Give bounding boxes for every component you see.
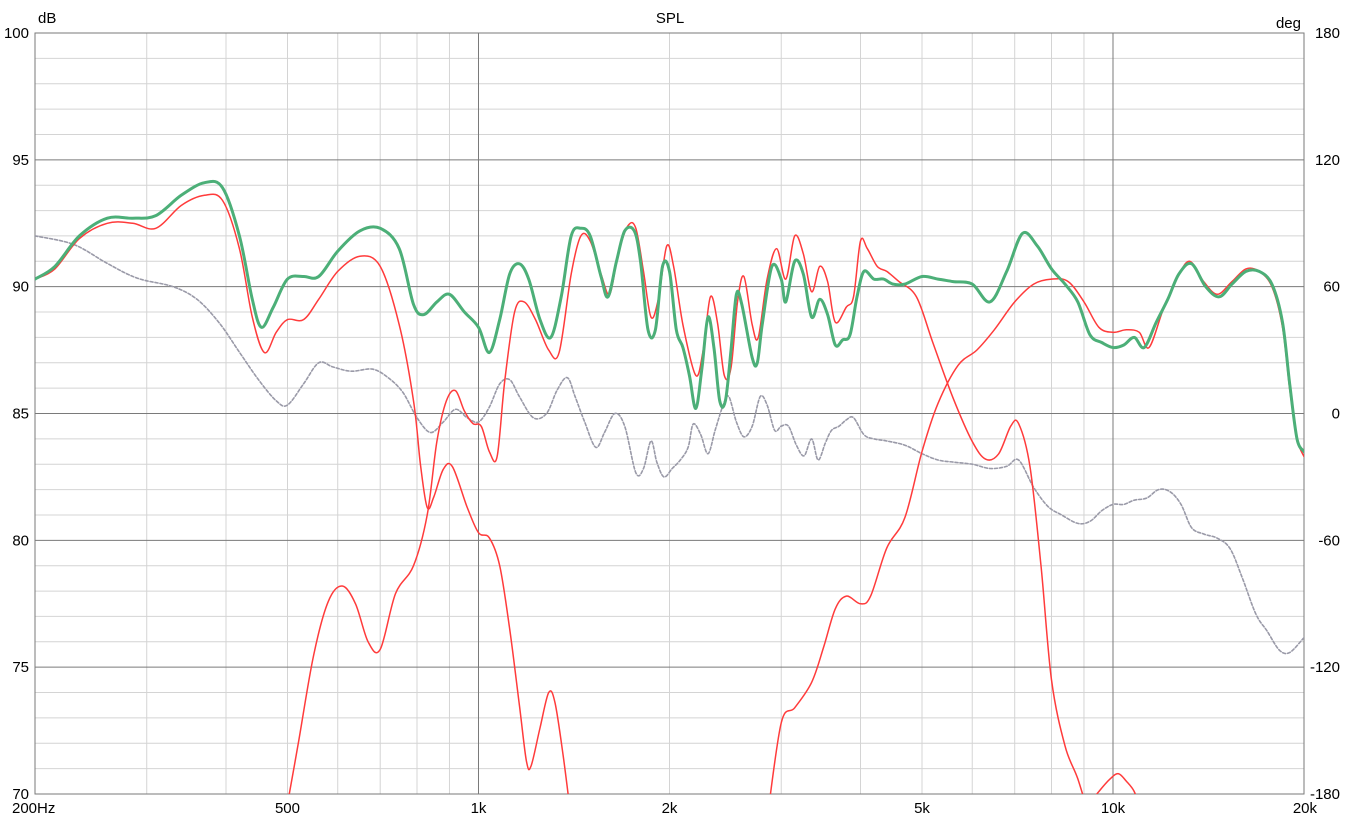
x-tick-label: 500 [275,800,300,817]
y-left-tick-label: 90 [12,279,29,296]
x-tick-label: 1k [471,800,487,817]
plot-grid [35,32,1304,795]
x-tick-label: 5k [914,800,930,817]
y-left-tick-label: 80 [12,532,29,549]
series-line-phase [35,235,1304,655]
series-line-total [35,179,1304,454]
y-right-tick-label: -180 [1310,786,1340,803]
y-right-tick-label: -60 [1318,532,1340,549]
x-tick-label: 2k [662,800,678,817]
plot-series [35,179,1304,794]
tick-labels: 200Hz 500 1k 2k 5k 10k 20k 70 75 80 85 90 95 100 -180 -… [4,25,1340,817]
series-line-driver-3 [769,260,1304,794]
x-tick-label: 200Hz [12,800,55,817]
x-tick-label: 20k [1293,800,1318,817]
plot-frame [34,32,1305,795]
series-group [35,179,1304,794]
y-right-tick-label: 180 [1315,25,1340,42]
y-right-axis-label: deg [1276,15,1301,32]
y-left-tick-label: 85 [12,406,29,423]
series-line-driver-3-lobe [1095,772,1137,794]
series-line-driver-1 [35,193,569,794]
y-left-tick-label: 100 [4,25,29,42]
x-tick-label: 10k [1101,800,1126,817]
y-left-tick-label: 75 [12,659,29,676]
y-left-tick-label: 70 [12,786,29,803]
y-right-tick-label: 0 [1332,406,1340,423]
y-right-tick-label: -120 [1310,659,1340,676]
y-right-tick-label: 60 [1323,279,1340,296]
chart-title: SPL [656,10,684,27]
y-left-axis-label: dB [38,10,56,27]
y-left-tick-label: 95 [12,152,29,169]
y-right-tick-label: 120 [1315,152,1340,169]
series-line-driver-2 [288,221,1084,794]
